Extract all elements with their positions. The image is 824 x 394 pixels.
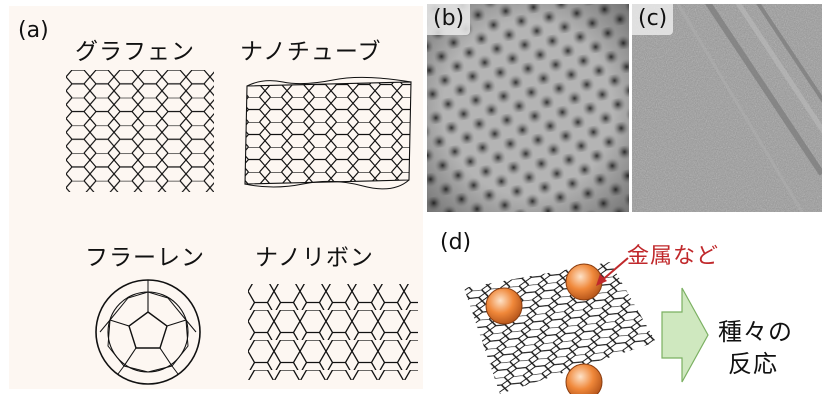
- panel-d-label: (d): [440, 230, 472, 255]
- nanotube-title: ナノチューブ: [240, 39, 382, 65]
- nanoribbon-diagram: [248, 284, 418, 380]
- panel-c-label: (c): [632, 4, 674, 35]
- reaction-line2: 反応: [728, 350, 778, 378]
- nanoribbon-title: ナノリボン: [255, 245, 374, 271]
- panel-a-label: (a): [18, 18, 49, 43]
- metal-note: 金属など: [627, 244, 720, 269]
- fullerene-diagram: [95, 279, 201, 385]
- graphene-title: グラフェン: [75, 39, 195, 65]
- nanotube-diagram: [244, 76, 412, 190]
- graphene-diagram: [66, 70, 214, 192]
- panel-c-image: (c): [632, 4, 822, 212]
- panel-d-sheet: [464, 262, 656, 394]
- panel-b-label: (b): [427, 4, 471, 35]
- reaction-line1: 種々の: [718, 318, 793, 346]
- metal-pointer-arrow: [596, 257, 629, 286]
- reaction-arrow: [661, 287, 709, 383]
- panel-b-image: (b): [427, 4, 629, 212]
- fullerene-title: フラーレン: [85, 245, 205, 271]
